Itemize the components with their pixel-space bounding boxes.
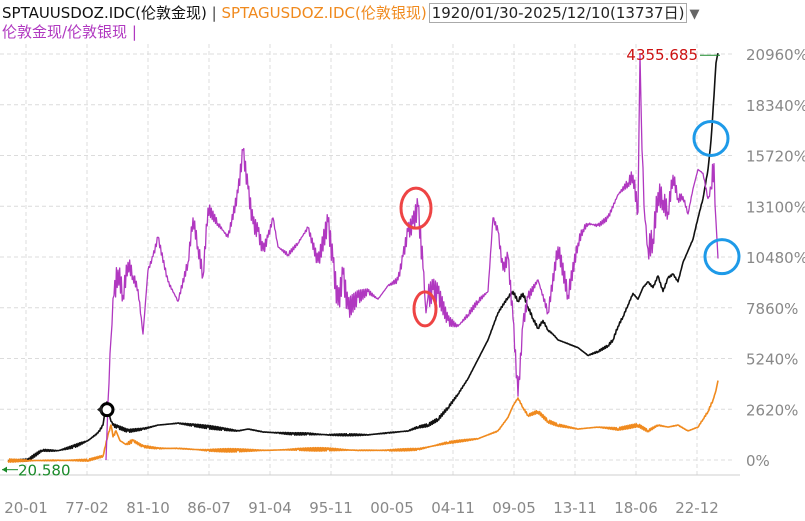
x-tick-label: 95-11 (309, 499, 353, 517)
y-tick-label: 7860% (746, 300, 798, 318)
legend-ratio-name[interactable]: 伦敦金现/伦敦银现 (2, 23, 128, 41)
legend-silver-name[interactable]: SPTAGUSDOZ.IDC(伦敦银现) (221, 4, 427, 22)
crosshair-left-arrow-icon (97, 405, 102, 414)
legend-row-primary: SPTAUUSDOZ.IDC(伦敦金现) | SPTAGUSDOZ.IDC(伦敦… (2, 3, 699, 23)
y-tick-label: 10480% (746, 249, 805, 267)
tick-layer: 20960% 18340% 15720% 13100% 10480% 7860% 5240%… (4, 46, 805, 517)
y-tick-label: 2620% (746, 401, 798, 419)
max-value-label: 4355.685 (626, 46, 698, 64)
legend-ratio-cursor: | (127, 23, 137, 41)
y-tick-label: 5240% (746, 351, 798, 369)
x-tick-label: 00-05 (370, 499, 414, 517)
x-tick-label: 91-04 (248, 499, 292, 517)
x-tick-label: 22-12 (675, 499, 719, 517)
legend-row-secondary: 伦敦金现/伦敦银现 | (2, 23, 137, 41)
legend-gold-name[interactable]: SPTAUUSDOZ.IDC(伦敦金现) (2, 4, 207, 22)
silver-series-line (7, 380, 719, 463)
red-highlight-ellipse (412, 290, 438, 328)
x-tick-label: 86-07 (187, 499, 231, 517)
date-range-label: 1920/01/30-2025/12/10(13737日) (431, 4, 685, 22)
blue-highlight-ellipse (703, 238, 741, 276)
x-tick-label: 13-11 (553, 499, 597, 517)
series-layer (7, 53, 719, 463)
red-highlight-ellipse (399, 186, 433, 230)
x-tick-label: 77-02 (65, 499, 109, 517)
y-tick-label: 15720% (746, 148, 805, 166)
min-pointer-arrow (2, 466, 7, 473)
min-value-label: 20.580 (18, 462, 71, 480)
x-tick-label: 81-10 (126, 499, 170, 517)
gold-series-line (7, 53, 719, 463)
y-tick-label: 18340% (746, 97, 805, 115)
blue-highlight-ellipse (692, 119, 730, 157)
crosshair-ring-marker (99, 402, 115, 418)
y-tick-label: 0% (746, 452, 770, 470)
y-tick-label: 20960% (746, 46, 805, 64)
x-tick-label: 18-06 (614, 499, 658, 517)
y-tick-label: 13100% (746, 198, 805, 216)
legend-separator: | (206, 4, 222, 22)
date-range-box[interactable]: 1920/01/30-2025/12/10(13737日) (428, 3, 688, 23)
x-tick-label: 20-01 (4, 499, 48, 517)
x-tick-label: 04-11 (431, 499, 475, 517)
dropdown-triangle-icon[interactable]: ▼ (689, 7, 700, 22)
grid-layer (0, 44, 740, 476)
ratio-series-line (105, 54, 719, 461)
annotation-layer: 4355.685 20.580 (2, 46, 741, 480)
x-tick-label: 09-05 (492, 499, 536, 517)
